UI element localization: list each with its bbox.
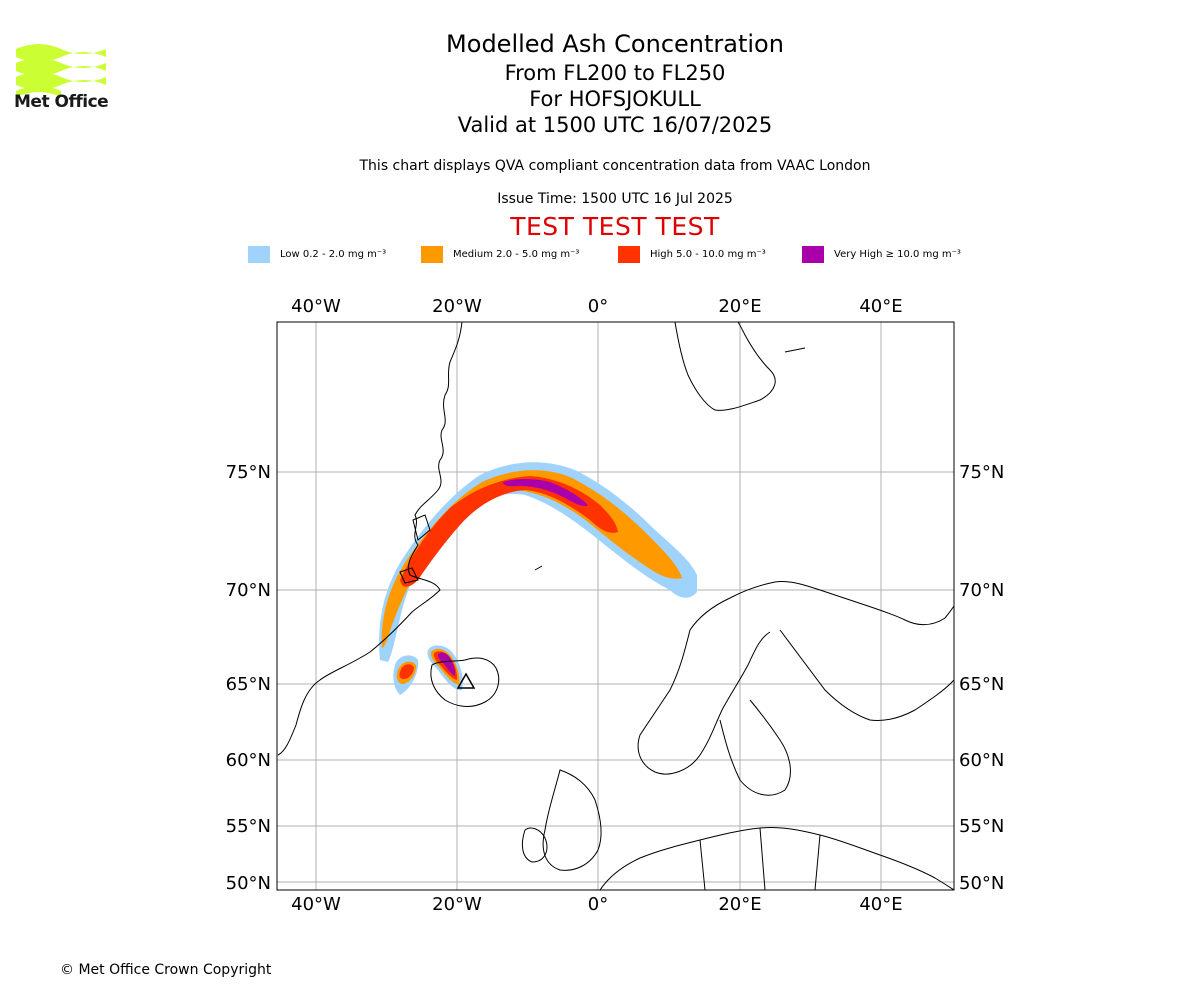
ash-very-high-area bbox=[503, 479, 588, 507]
chart-description: This chart displays QVA compliant concen… bbox=[359, 158, 871, 174]
legend-item-high: High 5.0 - 10.0 mg m⁻³ bbox=[618, 243, 766, 265]
legend-item-very-high: Very High ≥ 10.0 mg m⁻³ bbox=[802, 243, 961, 265]
latitude-ticks-left: 75°N 70°N 65°N 60°N 55°N 50°N bbox=[226, 462, 271, 894]
ash-high-area bbox=[400, 476, 618, 587]
legend-swatch-high bbox=[618, 245, 640, 263]
svg-text:20°W: 20°W bbox=[432, 894, 482, 915]
legend-label-medium: Medium 2.0 - 5.0 mg m⁻³ bbox=[453, 248, 580, 260]
iceland-coastline bbox=[430, 657, 500, 707]
latitude-ticks-right: 75°N 70°N 65°N 60°N 55°N 50°N bbox=[959, 462, 1004, 894]
chart-title-block: Modelled Ash Concentration From FL200 to… bbox=[315, 28, 915, 138]
svg-text:40°E: 40°E bbox=[859, 296, 902, 317]
scandinavia-coastline bbox=[689, 581, 954, 631]
legend-item-medium: Medium 2.0 - 5.0 mg m⁻³ bbox=[421, 243, 579, 265]
svg-text:20°E: 20°E bbox=[718, 296, 761, 317]
svg-text:0°: 0° bbox=[588, 296, 608, 317]
test-banner: TEST TEST TEST bbox=[510, 212, 720, 241]
british-isles-coastline bbox=[542, 769, 602, 871]
legend-label-low: Low 0.2 - 2.0 mg m⁻³ bbox=[280, 248, 387, 260]
map-gridlines bbox=[277, 322, 954, 890]
svg-text:75°N: 75°N bbox=[226, 462, 271, 483]
volcano-marker-icon bbox=[456, 672, 476, 689]
svg-text:50°N: 50°N bbox=[226, 873, 271, 894]
legend-swatch-medium bbox=[421, 245, 443, 263]
svg-text:40°W: 40°W bbox=[291, 894, 341, 915]
legend-swatch-very-high bbox=[802, 245, 824, 263]
ash-plume bbox=[379, 462, 697, 695]
issue-time: Issue Time: 1500 UTC 16 Jul 2025 bbox=[497, 191, 733, 207]
coastlines bbox=[277, 322, 954, 890]
svg-text:65°N: 65°N bbox=[959, 674, 1004, 695]
svg-text:20°W: 20°W bbox=[432, 296, 482, 317]
svg-text:20°E: 20°E bbox=[718, 894, 761, 915]
volcano-name: For HOFSJOKULL bbox=[529, 87, 701, 111]
svg-text:75°N: 75°N bbox=[959, 462, 1004, 483]
svg-text:60°N: 60°N bbox=[959, 750, 1004, 771]
svg-text:40°E: 40°E bbox=[859, 894, 902, 915]
svg-text:60°N: 60°N bbox=[226, 750, 271, 771]
chart-title: Modelled Ash Concentration bbox=[446, 30, 784, 58]
longitude-ticks-top: 40°W 20°W 0° 20°E 40°E bbox=[291, 296, 902, 317]
valid-time: Valid at 1500 UTC 16/07/2025 bbox=[457, 113, 773, 137]
legend-swatch-low bbox=[248, 245, 270, 263]
svg-text:70°N: 70°N bbox=[226, 580, 271, 601]
met-office-logo bbox=[16, 44, 106, 97]
legend: Low 0.2 - 2.0 mg m⁻³ Medium 2.0 - 5.0 mg… bbox=[0, 243, 1200, 265]
map-frame bbox=[276, 321, 955, 891]
svg-text:55°N: 55°N bbox=[959, 816, 1004, 837]
svg-text:55°N: 55°N bbox=[226, 816, 271, 837]
legend-item-low: Low 0.2 - 2.0 mg m⁻³ bbox=[248, 243, 386, 265]
copyright-notice: © Met Office Crown Copyright bbox=[60, 962, 272, 978]
flight-levels: From FL200 to FL250 bbox=[504, 61, 726, 85]
met-office-logo-text: Met Office bbox=[14, 92, 109, 112]
svg-text:65°N: 65°N bbox=[226, 674, 271, 695]
longitude-ticks-bottom: 40°W 20°W 0° 20°E 40°E bbox=[291, 894, 902, 915]
legend-label-very-high: Very High ≥ 10.0 mg m⁻³ bbox=[834, 248, 961, 260]
svg-text:70°N: 70°N bbox=[959, 580, 1004, 601]
legend-label-high: High 5.0 - 10.0 mg m⁻³ bbox=[650, 248, 766, 260]
svg-text:0°: 0° bbox=[588, 894, 608, 915]
svg-text:50°N: 50°N bbox=[959, 873, 1004, 894]
svg-text:40°W: 40°W bbox=[291, 296, 341, 317]
